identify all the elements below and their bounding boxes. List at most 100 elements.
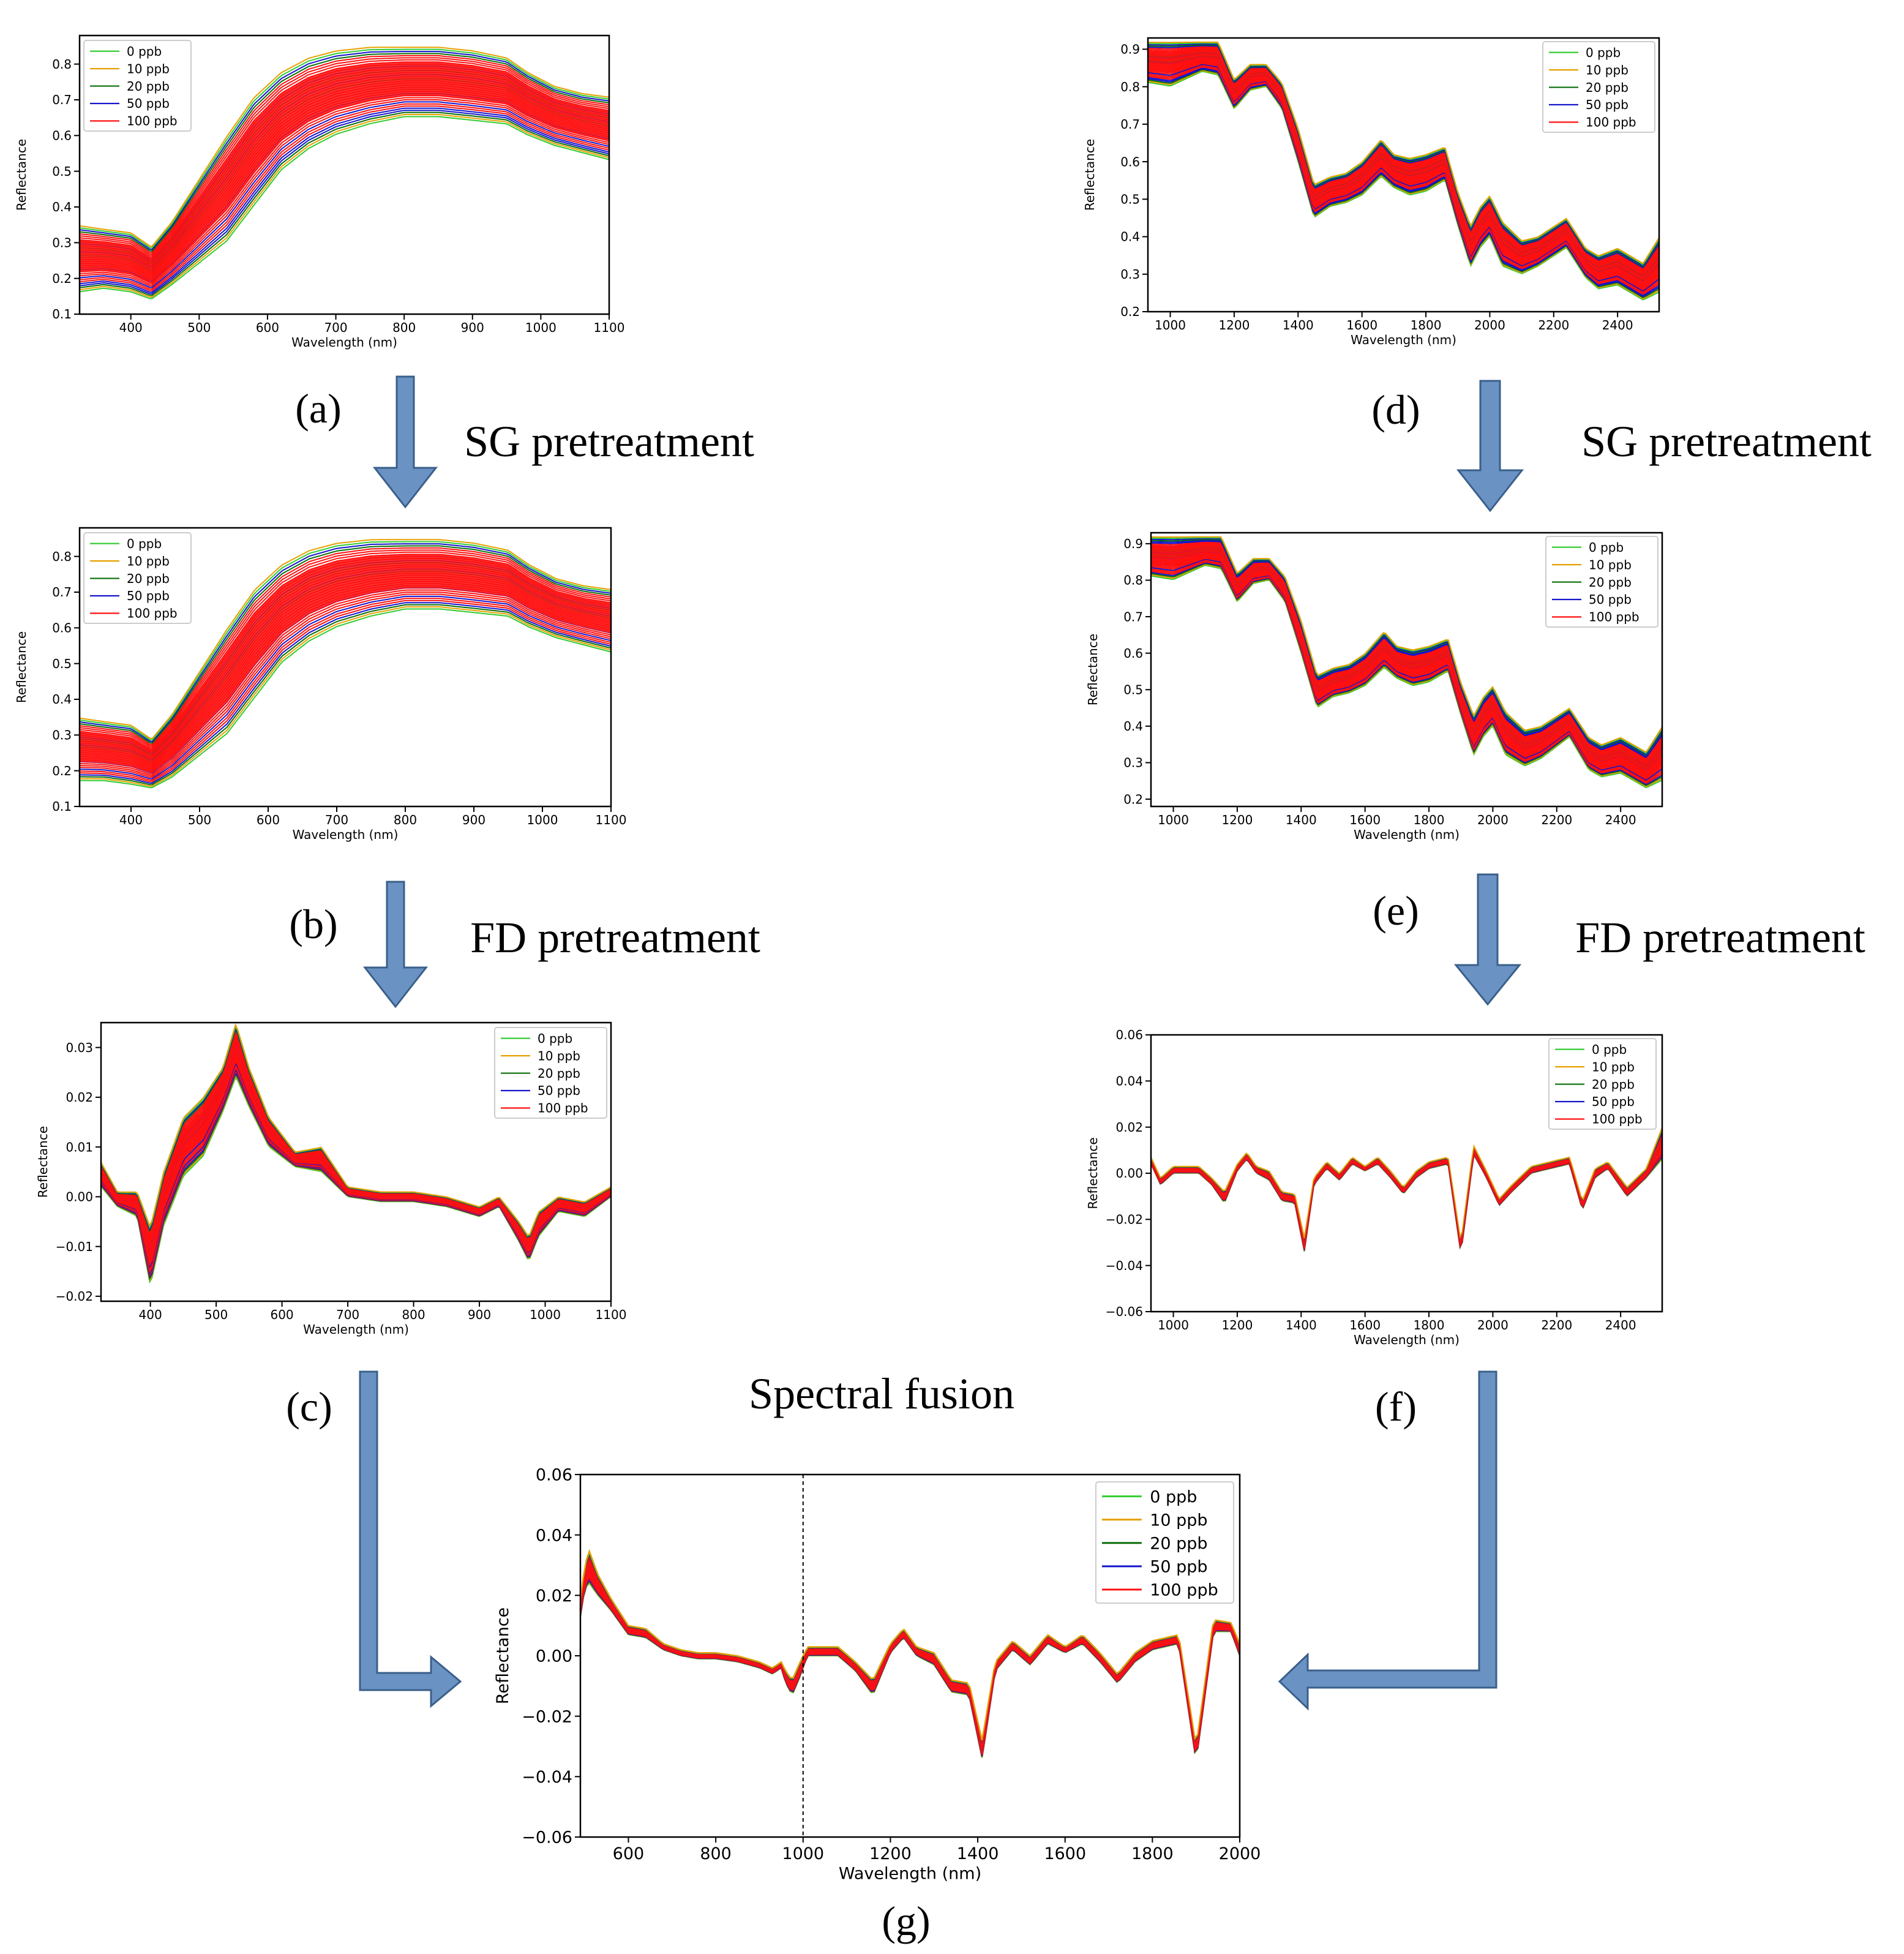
curves-f (1151, 1127, 1662, 1252)
legend-label: 0 ppb (127, 44, 162, 59)
spectrum-line (1151, 1127, 1662, 1239)
y-tick-label: 0.00 (536, 1647, 572, 1666)
caption-b: (b) (289, 901, 337, 947)
arrow-b-to-c (362, 881, 429, 1009)
x-tick-label: 1100 (596, 813, 627, 827)
y-tick-label: 0.7 (1120, 117, 1140, 132)
x-axis-label: Wavelength (nm) (303, 1322, 409, 1337)
x-tick-label: 700 (325, 813, 348, 827)
spectrum-line (80, 105, 609, 291)
x-axis-label: Wavelength (nm) (291, 335, 397, 350)
x-tick-label: 800 (394, 813, 417, 827)
legend-box (1548, 1038, 1657, 1130)
x-tick-label: 1000 (530, 1307, 561, 1322)
arrow-a-to-b (372, 375, 438, 509)
legend-label: 0 ppb (1586, 45, 1621, 60)
legend-g: 0 ppb 10 ppb 20 ppb 50 ppb 100 ppb (1095, 1481, 1234, 1604)
legend-label: 50 ppb (1589, 592, 1632, 607)
spectrum-line (80, 547, 611, 746)
axes-frame-e (1150, 532, 1663, 808)
x-tick-label: 1800 (1414, 813, 1445, 827)
legend-label: 10 ppb (127, 554, 170, 568)
x-tick-label: 1600 (1346, 318, 1377, 333)
x-tick-label: 800 (392, 320, 416, 335)
y-tick-label: 0.02 (536, 1587, 572, 1606)
step-label-sg-left: SG pretreatment (464, 417, 754, 466)
legend-label: 20 ppb (127, 79, 170, 94)
x-tick-label: 1400 (1286, 813, 1317, 827)
legend-label: 50 ppb (1586, 97, 1629, 112)
spectrum-band-core (1148, 48, 1659, 289)
y-tick-label: 0.02 (1115, 1120, 1143, 1135)
chart-panel-c: 400 500 600 700 800 900 1000 1100 −0.02 −0.01 0.00… (36, 1021, 626, 1337)
y-tick-label: 0.4 (52, 200, 72, 214)
x-tick-label: 1400 (957, 1844, 999, 1863)
y-tick-label: 0.6 (52, 129, 72, 143)
x-axis-label: Wavelength (nm) (1351, 333, 1456, 347)
chart-panel-f: 1000 1200 1400 1600 1800 2000 2200 2400 −0.06 −0.… (1085, 1028, 1663, 1347)
x-tick-label: 1600 (1044, 1844, 1086, 1863)
legend-box (1545, 536, 1659, 628)
arrow-d-to-e (1456, 380, 1524, 513)
y-tick-label: 0.5 (52, 656, 72, 671)
y-tick-label: −0.01 (56, 1239, 93, 1254)
y-tick-label: 0.8 (52, 57, 72, 72)
legend-label: 0 ppb (1589, 540, 1624, 555)
legend-box (1542, 41, 1655, 133)
x-tick-label: 1000 (1155, 318, 1186, 333)
x-tick-label: 1000 (1158, 1318, 1189, 1332)
legend-c: 0 ppb 10 ppb 20 ppb 50 ppb 100 ppb (494, 1027, 607, 1119)
y-tick-label: 0.06 (1115, 1028, 1143, 1042)
spectrum-line (1148, 41, 1659, 265)
arrow-c-to-g (359, 1370, 462, 1708)
spectrum-line (80, 99, 609, 287)
curves-b (80, 539, 611, 789)
x-tick-label: 1000 (1158, 813, 1189, 827)
spectrum-line (80, 111, 609, 296)
y-tick-label: 0.2 (52, 271, 72, 286)
legend-label: 20 ppb (1586, 80, 1629, 95)
y-axis-label: Reflectance (1085, 634, 1100, 705)
y-tick-label: 0.3 (1120, 267, 1140, 282)
x-tick-label: 1200 (1218, 318, 1250, 333)
legend-label: 0 ppb (1592, 1042, 1627, 1057)
curves-c (101, 1023, 611, 1284)
x-tick-label: 1000 (782, 1844, 824, 1863)
spectrum-band-core (580, 1558, 1240, 1753)
y-tick-label: 0.7 (52, 92, 72, 107)
axes-frame-a (78, 34, 610, 315)
chart-panel-a: 400 500 600 700 800 900 1000 1100 0.1 0.2 0.3 0.4 0.… (14, 34, 624, 350)
x-tick-label: 800 (700, 1844, 732, 1863)
x-tick-label: 1400 (1286, 1318, 1317, 1332)
legend-b: 0 ppb 10 ppb 20 ppb 50 ppb 100 ppb (83, 532, 192, 624)
legend-box (1095, 1481, 1234, 1604)
y-tick-label: 0.00 (1115, 1166, 1143, 1181)
caption-d: (d) (1371, 386, 1420, 433)
legend-label: 10 ppb (538, 1048, 580, 1063)
x-tick-label: 1600 (1349, 1318, 1381, 1332)
spectrum-line (80, 608, 611, 789)
curves-g (580, 1549, 1240, 1758)
legend-label: 100 ppb (1150, 1581, 1218, 1600)
spectrum-band-core (101, 1036, 611, 1266)
legend-label: 10 ppb (1589, 557, 1632, 572)
y-tick-label: −0.02 (1106, 1212, 1143, 1227)
spectrum-line (80, 54, 609, 254)
y-tick-label: −0.04 (522, 1768, 572, 1787)
y-tick-label: 0.1 (52, 307, 72, 321)
x-tick-label: 2000 (1474, 318, 1505, 333)
x-tick-label: 500 (188, 813, 211, 827)
legend-label: 0 ppb (127, 536, 162, 551)
caption-a: (a) (295, 385, 341, 432)
spectrum-line (80, 97, 609, 285)
x-tick-label: 2400 (1602, 318, 1633, 333)
chart-panel-b: 400 500 600 700 800 900 1000 1100 0.1 0.2 0.3 0.4 0.… (14, 527, 627, 842)
x-tick-label: 2200 (1538, 318, 1569, 333)
x-tick-label: 1800 (1414, 1318, 1445, 1332)
y-tick-label: 0.00 (66, 1190, 93, 1204)
y-tick-label: 0.06 (536, 1466, 572, 1485)
y-tick-label: 0.1 (52, 799, 72, 814)
y-tick-label: 0.6 (1120, 154, 1140, 169)
